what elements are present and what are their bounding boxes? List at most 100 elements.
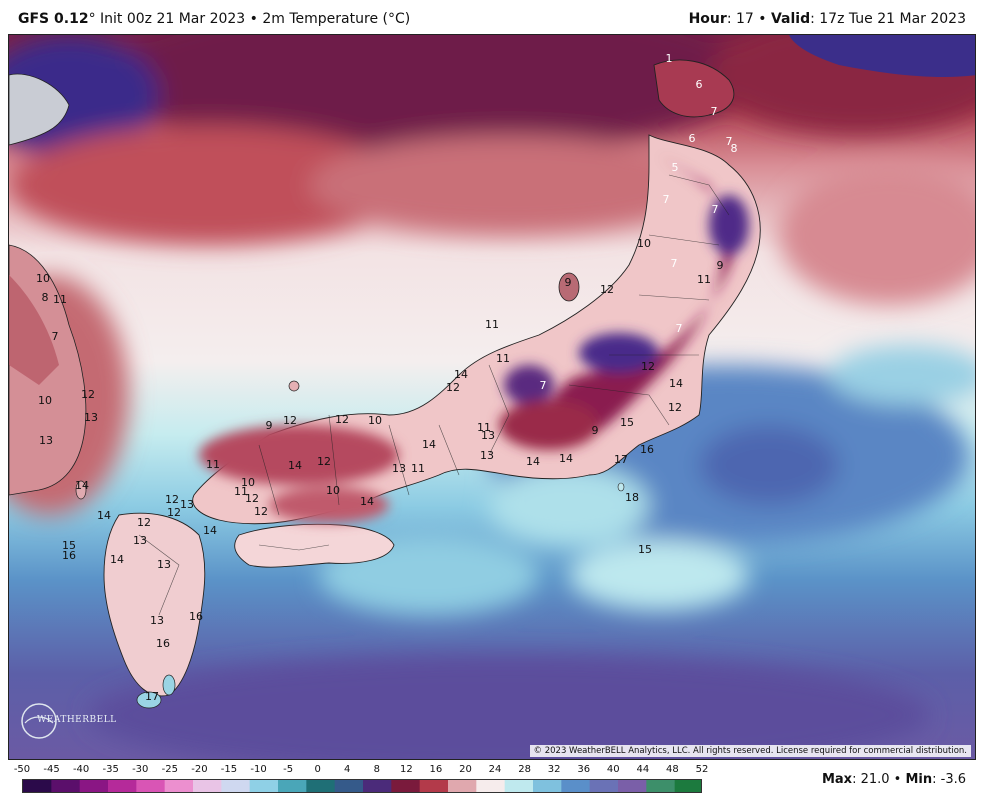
- max-label: Max: [821, 772, 853, 787]
- tsushima-island: [75, 480, 87, 500]
- temperature-label: 13: [180, 498, 194, 511]
- temperature-label: 9: [592, 424, 599, 437]
- temperature-label: 14: [97, 509, 111, 522]
- temperature-label: 10: [326, 484, 340, 497]
- temperature-label: 11: [234, 485, 248, 498]
- color-legend: -50 -45 -40 -35 -30 -25 -20 -15 -10 -5 0 4 8 12 16 20 24…: [14, 764, 708, 800]
- temperature-label: 10: [637, 237, 651, 250]
- temperature-label: 14: [559, 452, 573, 465]
- degree-mark: °: [88, 11, 96, 27]
- temperature-label: 11: [477, 421, 491, 434]
- legend-tick-label: -25: [161, 764, 178, 775]
- temperature-label: 18: [625, 491, 639, 504]
- temperature-label: 13: [133, 534, 147, 547]
- min-value: : -3.6: [932, 772, 966, 787]
- tanegashima-island: [136, 691, 162, 709]
- legend-color-swatch: [476, 780, 506, 792]
- yakushima-island: [162, 674, 176, 696]
- temperature-label: 12: [137, 516, 151, 529]
- legend-tick-label: -20: [191, 764, 208, 775]
- legend-color-swatch: [646, 780, 676, 792]
- temperature-label: 9: [717, 259, 724, 272]
- legend-tick-label: -35: [102, 764, 119, 775]
- temperature-label: 11: [485, 318, 499, 331]
- legend-tick-label: -10: [250, 764, 267, 775]
- temperature-label: 7: [671, 257, 678, 270]
- legend-tick-label: 44: [636, 764, 650, 775]
- temperature-label: 12: [167, 506, 181, 519]
- legend-color-swatch: [674, 780, 701, 792]
- temperature-label: 16: [156, 637, 170, 650]
- legend-color-swatch: [561, 780, 591, 792]
- mainland-asia: [9, 73, 70, 146]
- temperature-label: 13: [84, 411, 98, 424]
- temperature-label: 10: [38, 394, 52, 407]
- legend-tick-label: 24: [488, 764, 502, 775]
- legend-tick-label: -50: [13, 764, 31, 775]
- temperature-label: 13: [480, 449, 494, 462]
- legend-tick-label: -5: [283, 764, 294, 775]
- valid-time: Hour: 17 • Valid: 17z Tue 21 Mar 2023: [689, 11, 966, 27]
- legend-color-swatch: [504, 780, 534, 792]
- temperature-map[interactable]: 1 6 7 6 7 8 5 7 7 10 7 9 12 9 11 7 11 11 12 7 14 12 14 12 10 9 12 1…: [8, 34, 976, 760]
- temperature-label: 10: [368, 414, 382, 427]
- legend-tick-label: 52: [695, 764, 709, 775]
- temperature-label: 12: [600, 283, 614, 296]
- legend-tick-label: -40: [72, 764, 90, 775]
- legend-color-swatch: [618, 780, 647, 792]
- min-label: Min: [905, 772, 933, 787]
- temperature-label: 14: [454, 368, 468, 381]
- legend-color-swatch: [448, 780, 477, 792]
- hour-label: Hour: [688, 11, 727, 27]
- legend-tick-label: 20: [459, 764, 472, 775]
- legend-color-swatch: [51, 780, 81, 792]
- temperature-label: 12: [283, 414, 297, 427]
- shikoku-island: [234, 523, 395, 568]
- temperature-label: 10: [241, 476, 255, 489]
- temperature-label: 14: [110, 553, 124, 566]
- temperature-label: 12: [317, 455, 331, 468]
- temperature-label: 16: [62, 549, 76, 562]
- legend-color-swatch: [108, 780, 137, 792]
- legend-color-swatch: [589, 780, 619, 792]
- legend-color-swatch: [363, 780, 392, 792]
- temperature-label: 12: [335, 413, 349, 426]
- prefecture-borders: [138, 174, 730, 616]
- temperature-label: 8: [731, 142, 738, 155]
- cold-mountains: [199, 155, 749, 523]
- legend-tick-label: 4: [344, 764, 351, 775]
- legend-tick-label: -45: [43, 764, 60, 775]
- max-min-stats: Max: 21.0 • Min: -3.6: [822, 772, 966, 787]
- temperature-label: 8: [42, 291, 49, 304]
- legend-color-swatch: [23, 780, 52, 792]
- temperature-label: 11: [206, 458, 220, 471]
- temperature-label: 7: [711, 105, 718, 118]
- legend-tick-label: 12: [399, 764, 413, 775]
- temperature-label: 7: [663, 193, 670, 206]
- temperature-label: 16: [640, 443, 654, 456]
- copyright-notice: © 2023 WeatherBELL Analytics, LLC. All r…: [529, 745, 971, 757]
- temperature-label: 12: [641, 360, 655, 373]
- sado-island: [558, 272, 580, 302]
- max-value: : 21.0 •: [852, 772, 906, 787]
- temperature-label: 12: [254, 505, 268, 518]
- valid-label: Valid: [770, 11, 811, 27]
- legend-tick-label: -30: [132, 764, 149, 775]
- temperature-label: 10: [36, 272, 50, 285]
- temperature-label: 11: [53, 293, 67, 306]
- temperature-label: 14: [669, 377, 683, 390]
- legend-tick-label: 0: [314, 764, 321, 775]
- temperature-label: 14: [75, 479, 89, 492]
- model-name: GFS 0.12: [18, 11, 89, 27]
- legend-tick-label: 48: [666, 764, 679, 775]
- hokkaido-tip: [653, 59, 735, 118]
- izu-island: [617, 482, 625, 492]
- legend-tick-label: 16: [429, 764, 443, 775]
- temperature-label: 12: [165, 493, 179, 506]
- temperature-label: 15: [638, 543, 652, 556]
- temperature-label: 13: [150, 614, 164, 627]
- legend-color-swatch: [533, 780, 562, 792]
- legend-color-swatch: [164, 780, 194, 792]
- temperature-label: 17: [614, 453, 628, 466]
